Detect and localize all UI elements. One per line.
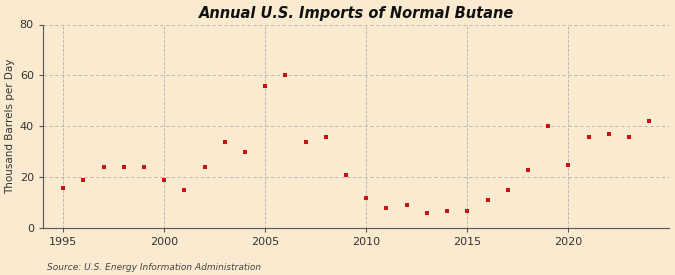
Point bbox=[583, 134, 594, 139]
Point bbox=[543, 124, 554, 129]
Point bbox=[482, 198, 493, 203]
Point bbox=[219, 139, 230, 144]
Point bbox=[300, 139, 311, 144]
Point bbox=[280, 73, 291, 78]
Point bbox=[57, 185, 68, 190]
Point bbox=[179, 188, 190, 192]
Point bbox=[644, 119, 655, 123]
Point bbox=[563, 163, 574, 167]
Point bbox=[240, 150, 250, 154]
Title: Annual U.S. Imports of Normal Butane: Annual U.S. Imports of Normal Butane bbox=[198, 6, 514, 21]
Point bbox=[502, 188, 513, 192]
Point bbox=[78, 178, 88, 182]
Point bbox=[421, 211, 432, 215]
Point bbox=[118, 165, 129, 169]
Point bbox=[522, 167, 533, 172]
Point bbox=[402, 203, 412, 208]
Text: Source: U.S. Energy Information Administration: Source: U.S. Energy Information Administ… bbox=[47, 263, 261, 272]
Point bbox=[138, 165, 149, 169]
Point bbox=[260, 84, 271, 88]
Point bbox=[624, 134, 634, 139]
Point bbox=[159, 178, 169, 182]
Point bbox=[381, 206, 392, 210]
Point bbox=[98, 165, 109, 169]
Point bbox=[199, 165, 210, 169]
Point bbox=[361, 196, 372, 200]
Point bbox=[462, 208, 472, 213]
Point bbox=[441, 208, 452, 213]
Point bbox=[341, 173, 352, 177]
Point bbox=[603, 132, 614, 136]
Point bbox=[321, 134, 331, 139]
Y-axis label: Thousand Barrels per Day: Thousand Barrels per Day bbox=[5, 59, 16, 194]
